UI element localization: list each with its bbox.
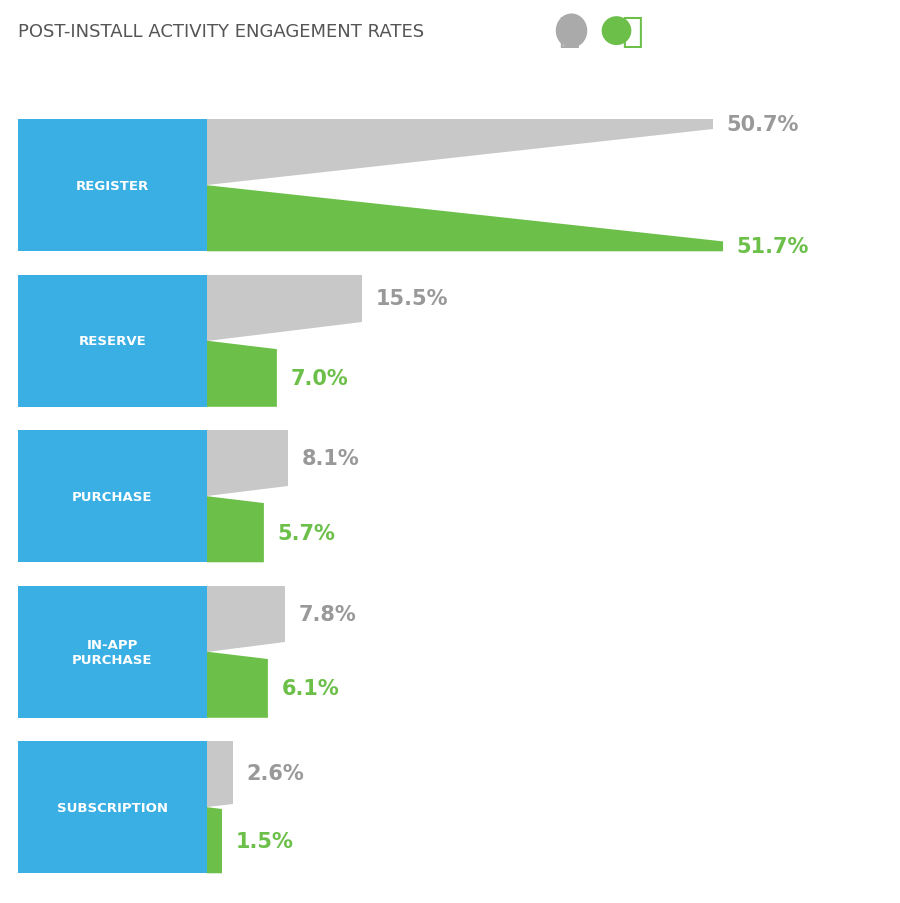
Ellipse shape <box>556 14 587 49</box>
Bar <box>18 741 207 873</box>
Text: 1.5%: 1.5% <box>236 831 293 852</box>
Polygon shape <box>207 186 723 252</box>
Text: 8.1%: 8.1% <box>302 449 359 469</box>
Polygon shape <box>207 586 285 652</box>
Text: 51.7%: 51.7% <box>736 237 809 257</box>
Text: RESERVE: RESERVE <box>78 335 147 348</box>
Polygon shape <box>207 341 277 407</box>
Text: :  <box>621 14 643 49</box>
Polygon shape <box>207 275 362 341</box>
Bar <box>18 431 207 563</box>
Text: IN-APP
PURCHASE: IN-APP PURCHASE <box>72 638 153 666</box>
Text: 7.0%: 7.0% <box>291 368 348 388</box>
Text: 5.7%: 5.7% <box>277 523 336 543</box>
Text: 2.6%: 2.6% <box>247 763 304 783</box>
Text: REGISTER: REGISTER <box>76 180 149 192</box>
Text: 6.1%: 6.1% <box>282 679 339 699</box>
Text: 15.5%: 15.5% <box>375 289 447 309</box>
Text: PURCHASE: PURCHASE <box>72 490 153 503</box>
Polygon shape <box>207 431 288 497</box>
Polygon shape <box>207 741 233 807</box>
Polygon shape <box>207 807 222 873</box>
Bar <box>18 586 207 718</box>
Polygon shape <box>207 120 713 186</box>
Polygon shape <box>207 652 268 718</box>
Text: 50.7%: 50.7% <box>726 115 799 135</box>
Text: POST-INSTALL ACTIVITY ENGAGEMENT RATES: POST-INSTALL ACTIVITY ENGAGEMENT RATES <box>18 23 424 41</box>
Polygon shape <box>207 497 264 563</box>
Text: SUBSCRIPTION: SUBSCRIPTION <box>57 801 168 814</box>
Text: 7.8%: 7.8% <box>299 604 356 624</box>
Bar <box>18 120 207 252</box>
Ellipse shape <box>601 17 632 46</box>
Text: :  <box>558 14 580 49</box>
Bar <box>18 275 207 407</box>
